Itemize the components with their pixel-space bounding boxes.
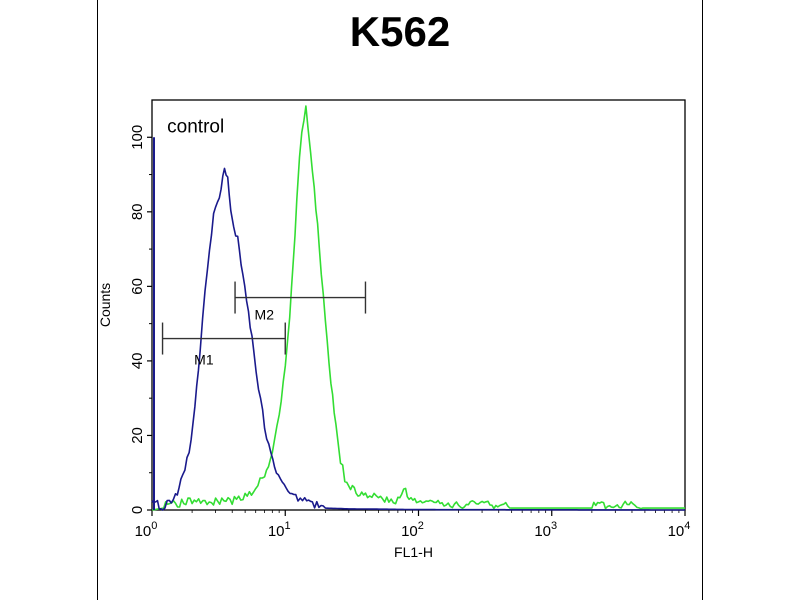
series-line bbox=[151, 167, 685, 511]
x-axis-label: FL1-H bbox=[394, 544, 433, 560]
marker-m1: M1 bbox=[161, 322, 286, 368]
y-axis-label: Counts bbox=[97, 283, 113, 327]
x-tick-label: 103 bbox=[534, 520, 557, 540]
y-tick-label: 0 bbox=[129, 506, 146, 514]
marker-label: M2 bbox=[255, 307, 275, 323]
y-tick-label: 60 bbox=[129, 278, 146, 295]
y-tick-label: 20 bbox=[129, 427, 146, 444]
marker-label: M1 bbox=[194, 352, 214, 368]
x-tick-label: 102 bbox=[401, 520, 424, 540]
y-tick-label: 100 bbox=[129, 125, 146, 150]
x-tick-label: 100 bbox=[135, 520, 158, 540]
series-line bbox=[151, 105, 685, 511]
chart-title: K562 bbox=[349, 8, 451, 55]
series-sample bbox=[151, 105, 685, 511]
x-tick-label: 101 bbox=[268, 520, 291, 540]
annotation-control: control bbox=[167, 116, 224, 137]
plot-area-border bbox=[151, 99, 686, 511]
y-tick-label: 80 bbox=[129, 203, 146, 220]
series-control bbox=[151, 137, 685, 511]
y-tick-label: 40 bbox=[129, 353, 146, 370]
marker-m2: M2 bbox=[234, 281, 367, 323]
x-tick-label: 104 bbox=[668, 520, 691, 540]
figure-frame bbox=[97, 0, 703, 600]
